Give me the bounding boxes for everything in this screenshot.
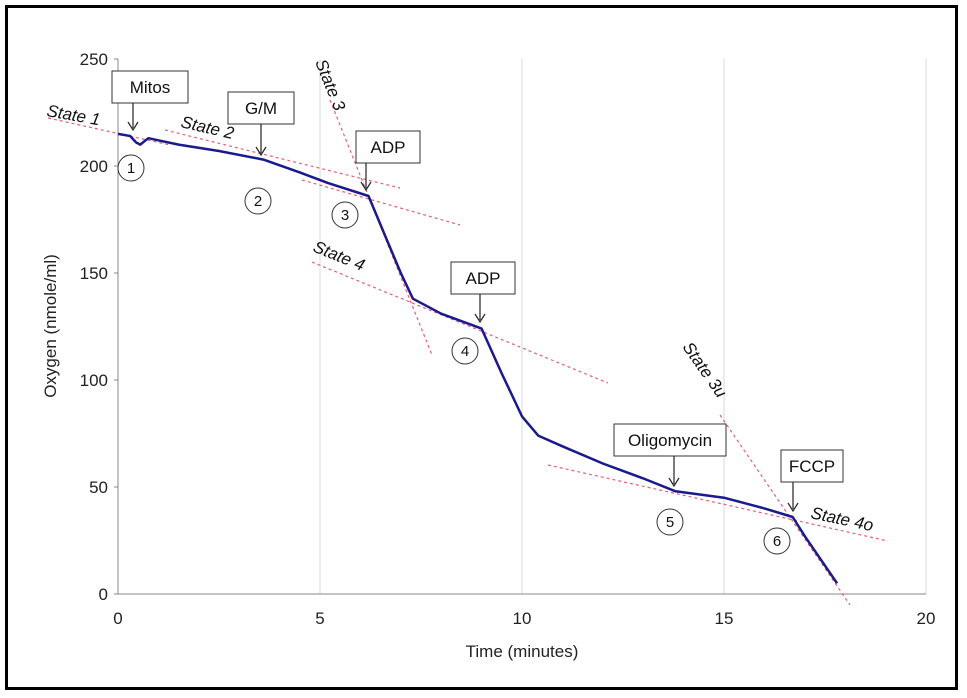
marker-4: 4 xyxy=(451,337,479,365)
marker-1: 1 xyxy=(117,154,145,182)
adp2-arrowhead xyxy=(474,313,486,324)
adp1-arrowhead xyxy=(360,181,372,192)
oligomycin-box xyxy=(613,423,727,457)
y-axis-label: Oxygen (nmole/ml) xyxy=(41,254,60,398)
marker-2-label: 2 xyxy=(254,193,262,210)
annotation-fccp: FCCP xyxy=(780,449,844,513)
annotation-adp-2: ADP xyxy=(450,261,516,324)
annotation-gm: G/M xyxy=(227,91,295,157)
y-tick-label: 100 xyxy=(80,371,108,390)
x-tick-labels: 0 5 10 15 20 xyxy=(113,609,935,628)
gm-label: G/M xyxy=(245,99,277,118)
oligomycin-label: Oligomycin xyxy=(628,431,712,450)
marker-6: 6 xyxy=(763,527,791,555)
oligomycin-arrowhead xyxy=(668,477,680,488)
state4o-tangent xyxy=(547,464,889,542)
marker-5-circle xyxy=(656,508,684,536)
y-tick-label: 150 xyxy=(80,264,108,283)
marker-6-label: 6 xyxy=(773,533,781,550)
y-tick-label: 250 xyxy=(80,50,108,69)
mitos-box xyxy=(111,70,189,104)
marker-2: 2 xyxy=(244,187,272,215)
fccp-arrowhead xyxy=(787,502,799,513)
marker-5-label: 5 xyxy=(666,514,674,531)
fccp-label: FCCP xyxy=(789,457,835,476)
x-tick-label: 0 xyxy=(113,609,122,628)
marker-2-circle xyxy=(244,187,272,215)
axes xyxy=(117,59,926,595)
x-tick-label: 20 xyxy=(917,609,936,628)
marker-5: 5 xyxy=(656,508,684,536)
state-1-label: State 1 xyxy=(45,101,101,129)
gm-arrowhead xyxy=(255,146,267,157)
annotation-mitos: Mitos xyxy=(111,70,189,132)
state3-tangent-b xyxy=(329,99,433,356)
marker-4-circle xyxy=(451,337,479,365)
marker-3-label: 3 xyxy=(341,207,349,224)
fccp-box xyxy=(780,449,844,483)
annotation-adp-1: ADP xyxy=(355,130,421,192)
mitos-arrowhead xyxy=(127,121,139,132)
x-axis-label: Time (minutes) xyxy=(466,642,579,661)
adp2-label: ADP xyxy=(466,269,501,288)
y-tick-labels: 0 50 100 150 200 250 xyxy=(80,50,118,604)
state-tangent-lines xyxy=(47,99,889,606)
marker-1-label: 1 xyxy=(127,160,135,177)
state1-tangent xyxy=(47,117,171,146)
state3u-tangent xyxy=(719,414,851,606)
marker-3: 3 xyxy=(331,201,359,229)
marker-4-label: 4 xyxy=(461,343,469,360)
adp2-box xyxy=(450,261,516,295)
x-tick-label: 5 xyxy=(315,609,324,628)
annotation-oligomycin: Oligomycin xyxy=(613,423,727,488)
state2-tangent xyxy=(164,129,401,189)
y-tick-label: 0 xyxy=(99,585,108,604)
adp1-box xyxy=(355,130,421,164)
x-tick-label: 15 xyxy=(715,609,734,628)
marker-1-circle xyxy=(117,154,145,182)
mitos-label: Mitos xyxy=(130,78,171,97)
gm-box xyxy=(227,91,295,125)
x-tick-label: 10 xyxy=(513,609,532,628)
state4-tangent xyxy=(311,261,609,384)
marker-3-circle xyxy=(331,201,359,229)
y-tick-label: 50 xyxy=(89,478,108,497)
y-tick-label: 200 xyxy=(80,157,108,176)
oxygen-trace-line xyxy=(117,132,839,585)
marker-6-circle xyxy=(763,527,791,555)
adp1-label: ADP xyxy=(371,138,406,157)
